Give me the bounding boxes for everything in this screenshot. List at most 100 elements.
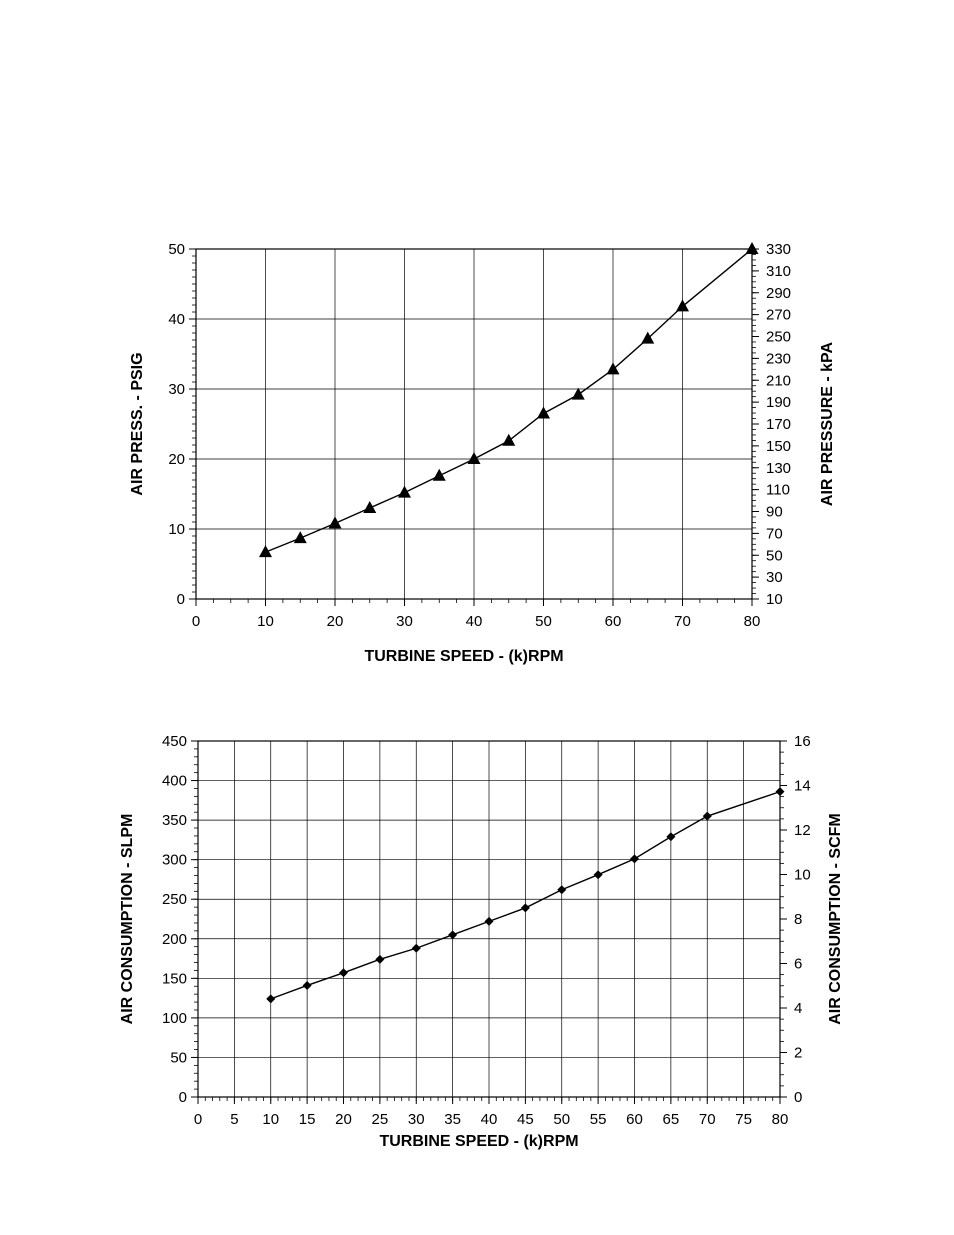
y2-tick-label: 2 [794, 1045, 802, 1062]
x-tick-label: 65 [663, 1111, 680, 1128]
data-point [571, 387, 585, 400]
data-point [363, 501, 377, 513]
data-point [775, 787, 785, 797]
data-point [293, 531, 307, 544]
data-point [484, 916, 494, 926]
y2-tick-label: 30 [766, 569, 783, 586]
y2-tick-label: 90 [766, 504, 783, 521]
y-tick-label: 200 [162, 931, 187, 948]
data-point [467, 452, 481, 464]
x-tick-label: 60 [605, 613, 622, 630]
y2-axis-title: AIR PRESSURE - kPA [819, 341, 836, 506]
x-tick-label: 10 [257, 613, 274, 630]
y2-tick-label: 150 [766, 438, 791, 455]
x-tick-label: 5 [230, 1111, 238, 1128]
data-point [606, 362, 620, 375]
x-tick-label: 60 [626, 1111, 643, 1128]
y-tick-label: 30 [168, 381, 185, 398]
x-tick-label: 0 [194, 1111, 202, 1128]
y2-tick-label: 10 [794, 867, 811, 884]
data-point [411, 943, 421, 953]
x-tick-label: 80 [772, 1111, 789, 1128]
x-axis-title: TURBINE SPEED - (k)RPM [364, 648, 563, 665]
x-tick-label: 70 [674, 613, 691, 630]
y2-tick-label: 110 [766, 482, 790, 499]
x-tick-label: 75 [735, 1111, 752, 1128]
y-tick-label: 300 [162, 852, 187, 869]
y-tick-label: 50 [170, 1049, 187, 1066]
data-point [266, 994, 276, 1004]
y-tick-label: 350 [162, 812, 187, 829]
series-line [265, 248, 753, 553]
x-tick-label: 35 [444, 1111, 461, 1128]
x-tick-label: 30 [396, 613, 413, 630]
data-point [302, 980, 312, 990]
y2-tick-label: 12 [794, 822, 811, 839]
chart-2: 0 5 10 15 20 25 30 35 40 45 50 55 60 65 70 75 8005010015… [119, 733, 844, 1150]
y2-tick-label: 14 [794, 778, 811, 795]
y-tick-label: 10 [168, 521, 185, 538]
y-tick-label: 250 [162, 891, 187, 908]
data-point [520, 903, 530, 913]
data-point [375, 954, 385, 964]
y2-tick-label: 10 [766, 591, 783, 608]
data-point [432, 468, 446, 481]
y2-tick-label: 210 [766, 372, 791, 389]
y2-tick-label: 250 [766, 329, 791, 346]
data-point [702, 811, 712, 821]
x-tick-label: 70 [699, 1111, 716, 1128]
y-axis-title: AIR PRESS. - PSIG [129, 352, 146, 495]
y2-tick-label: 4 [794, 1000, 802, 1017]
y2-tick-label: 230 [766, 350, 791, 367]
data-point [259, 545, 272, 558]
x-tick-label: 40 [481, 1111, 498, 1128]
x-tick-label: 30 [408, 1111, 425, 1128]
x-tick-label: 0 [192, 613, 200, 630]
series-line [270, 790, 781, 1000]
data-point [537, 406, 550, 419]
data-point [502, 433, 516, 446]
y2-tick-label: 310 [766, 263, 791, 280]
y-tick-label: 0 [179, 1089, 187, 1106]
chart-1: 0 10 20 30 40 50 60 70 80 0 10 20 30 40 50 10 30 50 70 90 11… [129, 241, 836, 665]
x-axis-title: TURBINE SPEED - (k)RPM [379, 1133, 578, 1150]
y-tick-label: 0 [177, 591, 185, 608]
y-tick-label: 20 [168, 451, 185, 468]
data-point [641, 331, 655, 344]
y2-tick-label: 6 [794, 956, 802, 973]
data-point [745, 242, 759, 254]
x-tick-label: 20 [335, 1111, 352, 1128]
y2-tick-label: 170 [766, 416, 791, 433]
y-tick-label: 40 [168, 311, 185, 328]
y2-tick-label: 0 [794, 1089, 802, 1106]
x-tick-label: 50 [535, 613, 552, 630]
x-tick-label: 25 [372, 1111, 389, 1128]
y2-tick-label: 16 [794, 733, 811, 750]
y-tick-label: 150 [162, 970, 187, 987]
y2-axis-title: AIR CONSUMPTION - SCFM [827, 813, 844, 1025]
data-point [448, 930, 458, 940]
y-tick-label: 100 [162, 1010, 187, 1027]
x-tick-label: 15 [299, 1111, 316, 1128]
y2-tick-label: 130 [766, 460, 791, 477]
x-tick-label: 20 [327, 613, 344, 630]
data-point [328, 516, 342, 529]
y-tick-label: 450 [162, 733, 187, 750]
x-tick-label: 45 [517, 1111, 534, 1128]
y-tick-label: 50 [168, 241, 185, 258]
data-point [666, 832, 676, 842]
x-tick-label: 10 [262, 1111, 279, 1128]
x-tick-label: 55 [590, 1111, 607, 1128]
y2-tick-label: 50 [766, 547, 783, 564]
data-point [630, 854, 639, 864]
x-tick-label: 40 [466, 613, 483, 630]
data-point [557, 885, 567, 895]
y-axis-title: AIR CONSUMPTION - SLPM [119, 814, 136, 1025]
y2-tick-label: 190 [766, 394, 791, 411]
y2-tick-label: 330 [766, 241, 791, 258]
data-point [593, 870, 603, 880]
data-point [398, 485, 411, 498]
y2-tick-label: 270 [766, 307, 791, 324]
x-tick-label: 50 [553, 1111, 570, 1128]
